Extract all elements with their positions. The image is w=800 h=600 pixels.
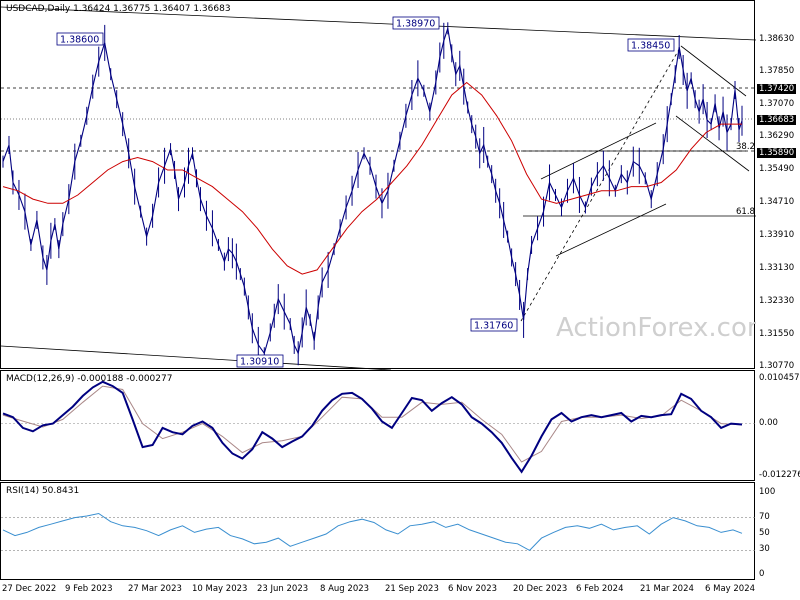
x-tick-label: 21 Sep 2023 [385,584,439,594]
price-y-tick-label: 1.34710 [759,196,795,207]
price-y-tick-label: 1.37850 [759,66,795,77]
fib-label-618: 61.8 [736,207,755,217]
macd-y-tick-label: 0.00 [759,417,778,428]
x-tick-label: 8 Aug 2023 [320,584,370,594]
macd-main-line [2,380,743,474]
swing-label-text: 1.38600 [60,35,99,46]
swing-label-text: 1.38970 [396,19,435,30]
chart-header: USDCAD,Daily 1.36424 1.36775 1.36407 1.3… [6,4,231,14]
x-tick-label: 6 May 2024 [705,584,756,594]
macd-title: MACD(12,26,9) -0.000188 -0.000277 [6,374,173,384]
lower-channel-line [1,345,392,370]
price-y-tick-label: 1.30770 [759,361,795,371]
x-tick-label: 27 Dec 2022 [2,584,57,594]
price-y-tick-label: 1.31550 [759,328,795,339]
fib-swing-line [520,45,682,322]
rising-channel-bottom [555,203,667,257]
price-y-tick-label: 1.37070 [759,98,795,109]
price-y-tick-label: 1.38630 [759,33,795,44]
macd-chart-svg[interactable] [1,371,756,482]
swing-label-box [627,38,675,52]
rsi-y-tick-label: 30 [759,544,770,555]
falling-channel-top [680,45,747,97]
price-y-tick-label: 1.33910 [759,230,795,241]
macd-y-tick-label: 0.010457 [759,373,800,383]
price-chart-panel[interactable]: 1.38600 1.38970 1.38450 1.30910 1.31760 38.2 6… [0,0,756,370]
price-y-tick-label: 1.36290 [759,131,795,142]
rsi-line [2,512,743,552]
macd-signal-line [2,385,743,463]
x-tick-label: 6 Feb 2024 [576,584,624,594]
rsi-y-tick-label: 100 [759,487,776,497]
swing-label-text: 1.30910 [240,357,279,368]
swing-label-box [470,318,518,332]
rising-channel-top [540,122,657,180]
rsi-y-tick-label: 0 [759,569,765,579]
rsi-y-tick-label: 70 [759,511,770,522]
rsi-y-axis: 100 70 50 30 0 [755,482,800,580]
price-series-line [2,28,743,356]
price-level-highlight: 1.36683 [757,114,797,125]
x-tick-label: 20 Dec 2023 [513,584,568,594]
price-y-tick-label: 1.35490 [759,164,795,175]
x-tick-label: 23 Jun 2023 [257,584,309,594]
macd-y-tick-label: -0.012276 [759,470,800,480]
macd-panel[interactable]: MACD(12,26,9) -0.000188 -0.000277 [0,370,756,482]
rsi-title: RSI(14) 50.8431 [6,486,80,496]
rsi-chart-svg[interactable] [1,483,756,581]
swing-label-text: 1.38450 [631,41,670,52]
macd-y-axis: 0.010457 0.00 -0.012276 [755,370,800,481]
falling-channel-bottom [675,115,750,172]
x-tick-label: 6 Nov 2023 [448,584,498,594]
swing-label-box [392,16,440,30]
price-level-highlight: 1.35890 [757,147,797,158]
ma-series-line [2,81,742,275]
price-level-highlight: 1.37420 [757,83,797,94]
swing-label-box [56,32,104,46]
x-tick-label: 10 May 2023 [192,584,248,594]
swing-label-text: 1.31760 [474,321,513,332]
x-tick-label: 9 Feb 2023 [65,584,113,594]
price-chart-svg[interactable]: 1.38600 1.38970 1.38450 1.30910 1.31760 38.2 6… [1,1,756,370]
x-tick-label: 21 Mar 2024 [640,584,694,594]
price-y-tick-label: 1.33130 [759,262,795,273]
price-y-tick-label: 1.32330 [759,296,795,306]
rsi-panel[interactable]: RSI(14) 50.8431 [0,482,756,581]
x-axis: 27 Dec 2022 9 Feb 2023 27 Mar 2023 10 May 2… [0,580,800,600]
upper-channel-line [1,6,756,41]
swing-label-box [236,354,284,368]
fib-label-382: 38.2 [736,142,755,152]
price-y-axis: 1.38630 1.37850 1.37070 1.36290 1.35490 1.347… [755,0,800,371]
rsi-y-tick-label: 50 [759,528,770,538]
watermark: ActionForex.com [556,313,756,343]
x-tick-label: 27 Mar 2023 [128,584,182,594]
